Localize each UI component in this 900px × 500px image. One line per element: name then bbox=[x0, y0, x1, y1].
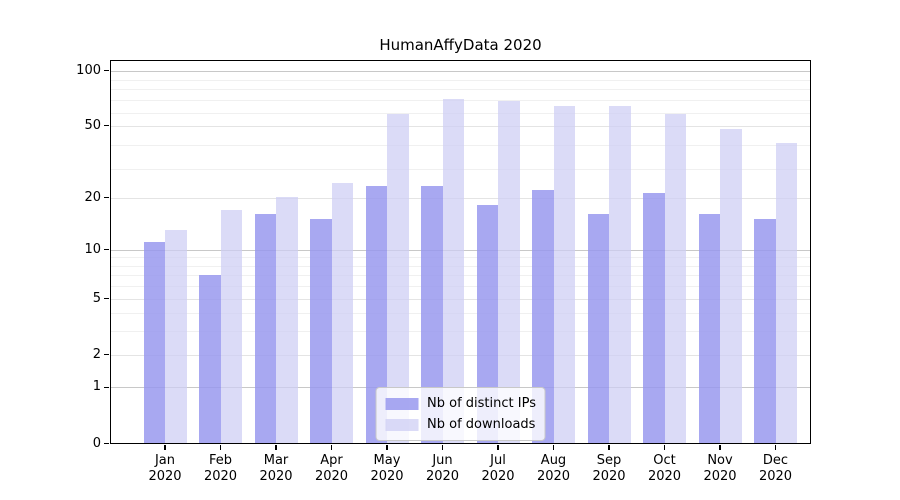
y-tick-label: 1 bbox=[92, 379, 101, 395]
y-tick-label: 50 bbox=[84, 117, 101, 133]
plot-area: 0 1 2 5 10 20 50 100 Jan 2020 Feb 2020 Mar 2020 Apr… bbox=[76, 60, 811, 484]
bar-downloads bbox=[165, 229, 187, 443]
y-tick-label: 100 bbox=[76, 62, 101, 78]
x-tick bbox=[608, 445, 610, 450]
bar-distinct-ips bbox=[199, 275, 221, 443]
y-tick bbox=[104, 69, 109, 72]
y-tick bbox=[104, 196, 109, 199]
x-tick-label: Nov 2020 bbox=[703, 453, 737, 484]
x-tick-label: Jan 2020 bbox=[148, 453, 182, 484]
bar-downloads bbox=[331, 182, 353, 443]
x-tick-label: Mar 2020 bbox=[259, 453, 293, 484]
gridline-minor bbox=[111, 88, 810, 90]
y-tick bbox=[104, 249, 109, 251]
bar-distinct-ips bbox=[476, 205, 498, 443]
bar-distinct-ips bbox=[310, 219, 332, 443]
bar-distinct-ips bbox=[587, 214, 609, 443]
y-tick bbox=[104, 386, 109, 389]
x-tick bbox=[386, 445, 388, 450]
x-tick-label: Feb 2020 bbox=[203, 453, 238, 484]
x-tick-label: May 2020 bbox=[370, 453, 404, 484]
x-tick-label: Sep 2020 bbox=[592, 453, 626, 484]
y-tick bbox=[104, 298, 109, 300]
x-tick bbox=[552, 445, 555, 450]
y-tick-label: 20 bbox=[84, 189, 101, 205]
legend-item: Nb of distinct IPs bbox=[385, 393, 536, 414]
x-tick-label: Oct 2020 bbox=[647, 453, 682, 484]
y-tick-label: 10 bbox=[84, 241, 101, 257]
gridline-minor bbox=[111, 79, 810, 81]
bar-downloads bbox=[442, 98, 464, 443]
bar-distinct-ips bbox=[532, 189, 554, 443]
x-tick-label: Jul 2020 bbox=[481, 453, 515, 484]
x-tick-label: Dec 2020 bbox=[758, 453, 793, 484]
bar-downloads bbox=[720, 128, 742, 443]
bar-distinct-ips bbox=[143, 242, 165, 443]
legend-swatch-distinct-ips bbox=[385, 397, 419, 410]
bar-distinct-ips bbox=[643, 193, 665, 443]
x-tick bbox=[441, 445, 444, 450]
bar-distinct-ips bbox=[254, 214, 276, 443]
legend-item: Nb of downloads bbox=[385, 414, 536, 435]
bar-distinct-ips bbox=[365, 186, 387, 443]
bar-downloads bbox=[553, 105, 575, 443]
bar-downloads bbox=[276, 197, 298, 443]
y-tick-label: 0 bbox=[92, 435, 101, 451]
x-tick bbox=[275, 445, 277, 450]
legend-swatch-downloads bbox=[385, 418, 419, 431]
x-tick bbox=[219, 445, 222, 450]
x-tick bbox=[719, 445, 721, 450]
x-tick bbox=[497, 445, 499, 450]
bar-downloads bbox=[664, 113, 686, 443]
x-tick-label: Jun 2020 bbox=[425, 453, 460, 484]
legend-label-downloads: Nb of downloads bbox=[427, 417, 536, 432]
x-tick-label: Apr 2020 bbox=[314, 453, 349, 484]
y-tick bbox=[104, 442, 109, 445]
bar-downloads bbox=[387, 113, 409, 443]
y-tick bbox=[104, 125, 109, 127]
legend-label-distinct-ips: Nb of distinct IPs bbox=[427, 396, 536, 411]
x-tick bbox=[663, 445, 666, 450]
bar-downloads bbox=[498, 100, 520, 443]
x-tick bbox=[774, 445, 777, 450]
bar-distinct-ips bbox=[421, 186, 443, 443]
gridline bbox=[111, 70, 810, 72]
bar-downloads bbox=[609, 105, 631, 443]
legend: Nb of distinct IPs Nb of downloads bbox=[375, 387, 546, 441]
y-tick bbox=[104, 354, 109, 356]
x-tick bbox=[330, 445, 333, 450]
chart-title: HumanAffyData 2020 bbox=[379, 36, 542, 54]
bar-downloads bbox=[220, 209, 242, 443]
y-tick-label: 5 bbox=[92, 290, 101, 306]
y-tick-label: 2 bbox=[92, 346, 101, 362]
x-tick-label: Aug 2020 bbox=[536, 453, 571, 484]
bar-distinct-ips bbox=[754, 219, 776, 443]
bar-distinct-ips bbox=[698, 214, 720, 443]
x-tick bbox=[164, 445, 166, 450]
bar-downloads bbox=[775, 142, 797, 443]
